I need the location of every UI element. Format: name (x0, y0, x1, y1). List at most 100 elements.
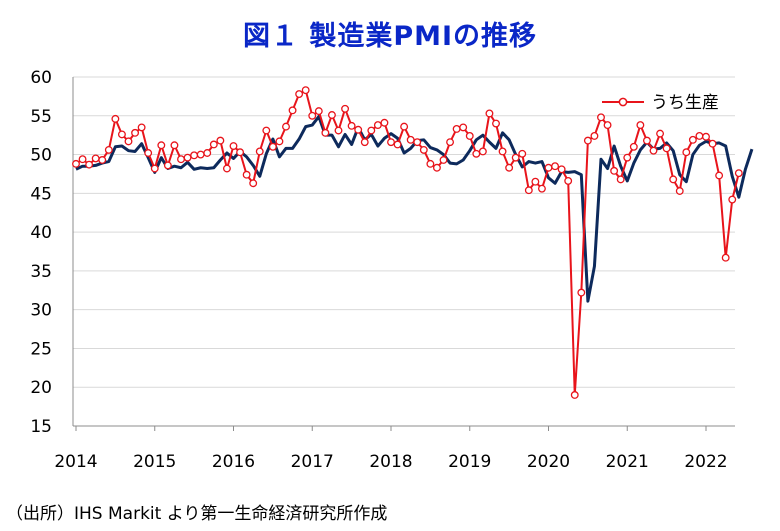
axes (72, 77, 735, 427)
point-production (347, 121, 356, 130)
x-tick-label: 2015 (133, 452, 176, 472)
point-production (163, 161, 172, 170)
point-production (623, 153, 632, 162)
y-tick-label: 40 (30, 223, 52, 243)
point-production (511, 153, 520, 162)
point-production (203, 149, 212, 157)
series-line-production (75, 89, 740, 396)
x-tick-label: 2017 (291, 452, 334, 472)
point-production (446, 138, 455, 147)
point-production (708, 139, 717, 148)
point-production (262, 126, 271, 135)
point-production (557, 165, 566, 174)
point-production (209, 140, 218, 149)
legend-label-production: うち生産 (651, 93, 719, 113)
point-production (518, 149, 527, 158)
point-production (649, 146, 658, 155)
point-production (597, 113, 605, 122)
y-tick-label: 35 (30, 262, 52, 282)
point-production (373, 121, 382, 130)
point-production (222, 164, 231, 173)
point-production (144, 149, 153, 157)
y-tick-label: 45 (30, 184, 52, 204)
y-tick-label: 25 (30, 339, 52, 359)
point-production (472, 149, 481, 158)
point-production (150, 164, 159, 173)
y-tick-label: 60 (30, 68, 52, 88)
point-production (715, 171, 724, 180)
series-layer (72, 86, 754, 399)
point-production (327, 111, 336, 119)
point-production (688, 135, 697, 144)
point-production (675, 187, 684, 195)
point-production (439, 156, 448, 164)
x-tick-label: 2021 (606, 452, 649, 472)
point-production (551, 162, 560, 171)
point-production (452, 125, 461, 133)
y-tick-label: 50 (30, 146, 52, 166)
point-production (354, 125, 363, 134)
point-production (583, 136, 592, 145)
point-production (393, 140, 402, 149)
point-production (531, 177, 540, 186)
point-production (196, 150, 205, 159)
point-production (131, 128, 140, 137)
point-production (360, 138, 369, 147)
point-production (465, 131, 474, 140)
x-tick-label: 2022 (684, 452, 727, 472)
x-tick-label: 2019 (448, 452, 491, 472)
point-production (400, 122, 409, 131)
y-tick-label: 15 (30, 417, 52, 437)
point-production (426, 159, 435, 168)
point-production (728, 195, 737, 204)
point-production (721, 253, 730, 262)
point-production (505, 163, 514, 172)
point-production (380, 118, 389, 127)
point-production (308, 111, 317, 120)
point-production (301, 86, 310, 95)
point-production (544, 163, 553, 172)
point-production (524, 186, 533, 195)
point-production (492, 119, 500, 128)
point-production (610, 166, 619, 175)
x-tick-label: 2018 (369, 452, 412, 472)
point-production (236, 148, 245, 157)
point-production (288, 106, 297, 115)
point-production (170, 141, 179, 150)
point-production (216, 136, 225, 145)
point-production (367, 126, 376, 135)
point-production (268, 142, 277, 151)
point-production (656, 129, 665, 138)
point-production (78, 155, 87, 164)
point-production (242, 170, 251, 179)
point-production (662, 144, 671, 153)
point-production (636, 121, 645, 130)
point-production (229, 142, 238, 150)
point-production (177, 155, 185, 164)
point-production (314, 107, 323, 116)
point-production (387, 138, 395, 147)
point-production (72, 159, 80, 168)
point-production (255, 147, 264, 156)
source-note: （出所）IHS Markit より第一生命経済研究所作成 (6, 504, 388, 524)
y-axis-ticks: 15 20 25 30 35 40 45 50 55 60 (30, 68, 52, 437)
point-production (282, 122, 290, 131)
point-production (564, 176, 573, 185)
point-production (642, 136, 651, 145)
chart-title: 図１ 製造業PMIの推移 (242, 21, 538, 52)
point-production (459, 123, 468, 132)
point-production (695, 131, 704, 140)
point-production (669, 175, 678, 184)
point-production (183, 153, 192, 162)
point-production (629, 142, 638, 151)
point-production (485, 109, 494, 118)
y-tick-label: 30 (30, 301, 52, 321)
point-production (334, 126, 343, 135)
point-production (734, 169, 743, 178)
point-production (190, 151, 199, 160)
point-production (249, 179, 258, 188)
x-tick-label: 2016 (212, 452, 255, 472)
point-production (321, 128, 330, 137)
series-line-overall (75, 115, 754, 303)
